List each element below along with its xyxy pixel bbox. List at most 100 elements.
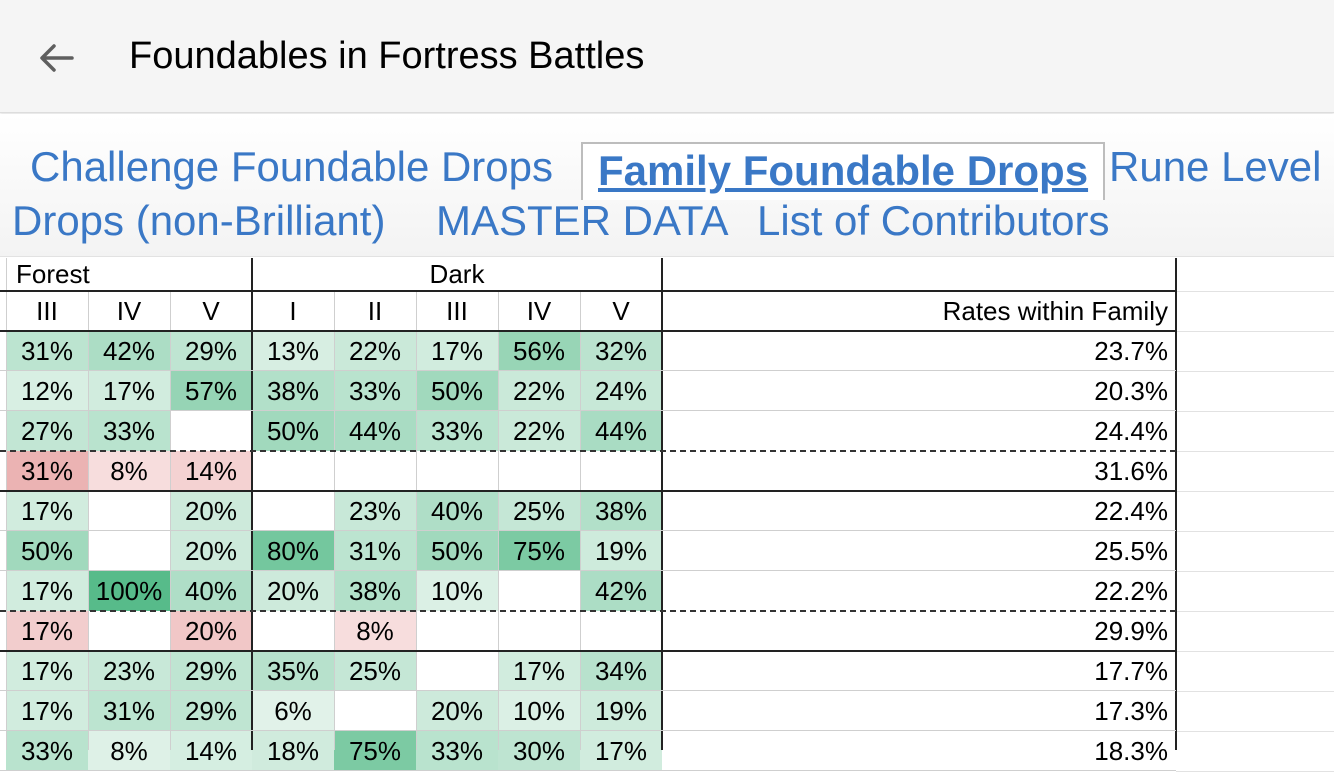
tab-master-data[interactable]: MASTER DATA <box>436 197 729 244</box>
table-cell[interactable]: 50% <box>416 371 498 411</box>
table-cell[interactable]: 22% <box>498 371 580 411</box>
table-cell[interactable] <box>416 611 498 651</box>
table-cell[interactable]: 33% <box>416 731 498 771</box>
tab-rune-level[interactable]: Rune Level <box>1109 143 1322 190</box>
table-cell[interactable] <box>580 451 662 491</box>
table-cell[interactable] <box>88 611 170 651</box>
table-cell[interactable]: 42% <box>88 331 170 371</box>
table-cell[interactable]: 42% <box>580 571 662 611</box>
column-header[interactable]: III <box>446 295 468 326</box>
table-cell[interactable]: 23% <box>88 651 170 691</box>
table-cell[interactable]: 17% <box>6 651 88 691</box>
rates-header[interactable]: Rates within Family <box>942 295 1168 326</box>
table-cell[interactable]: 19% <box>580 531 662 571</box>
rate-cell[interactable]: 23.7% <box>1094 335 1168 366</box>
table-cell[interactable]: 38% <box>252 371 334 411</box>
table-cell[interactable]: 44% <box>580 411 662 451</box>
table-cell[interactable]: 17% <box>6 611 88 651</box>
table-cell[interactable] <box>252 451 334 491</box>
table-cell[interactable]: 100% <box>88 571 170 611</box>
table-cell[interactable]: 12% <box>6 371 88 411</box>
table-cell[interactable]: 8% <box>88 731 170 771</box>
table-cell[interactable]: 29% <box>170 651 252 691</box>
column-header[interactable]: IV <box>116 295 142 326</box>
table-cell[interactable]: 10% <box>416 571 498 611</box>
table-cell[interactable]: 44% <box>334 411 416 451</box>
table-cell[interactable] <box>88 531 170 571</box>
table-cell[interactable]: 40% <box>416 491 498 531</box>
table-cell[interactable]: 8% <box>334 611 416 651</box>
table-cell[interactable]: 8% <box>88 451 170 491</box>
table-cell[interactable] <box>498 451 580 491</box>
rate-cell[interactable]: 17.3% <box>1094 695 1168 726</box>
table-cell[interactable] <box>170 411 252 451</box>
table-cell[interactable]: 50% <box>6 531 88 571</box>
table-cell[interactable]: 17% <box>6 491 88 531</box>
table-cell[interactable]: 20% <box>170 491 252 531</box>
rate-cell[interactable]: 24.4% <box>1094 415 1168 446</box>
table-cell[interactable]: 75% <box>498 531 580 571</box>
table-cell[interactable]: 33% <box>88 411 170 451</box>
table-cell[interactable]: 23% <box>334 491 416 531</box>
table-cell[interactable] <box>334 691 416 731</box>
table-cell[interactable]: 31% <box>6 451 88 491</box>
column-header[interactable]: I <box>289 295 297 326</box>
table-cell[interactable]: 17% <box>498 651 580 691</box>
table-cell[interactable]: 33% <box>6 731 88 771</box>
table-cell[interactable] <box>498 571 580 611</box>
column-header[interactable]: IV <box>526 295 552 326</box>
table-cell[interactable] <box>416 451 498 491</box>
table-cell[interactable]: 38% <box>580 491 662 531</box>
table-cell[interactable] <box>88 491 170 531</box>
table-cell[interactable]: 29% <box>170 691 252 731</box>
table-cell[interactable]: 75% <box>334 731 416 771</box>
group-header-empty[interactable] <box>662 258 1176 291</box>
table-cell[interactable]: 50% <box>416 531 498 571</box>
table-cell[interactable]: 17% <box>6 691 88 731</box>
table-cell[interactable]: 17% <box>580 731 662 771</box>
table-cell[interactable]: 33% <box>334 371 416 411</box>
table-cell[interactable]: 20% <box>170 611 252 651</box>
table-cell[interactable]: 20% <box>252 571 334 611</box>
table-cell[interactable]: 32% <box>580 331 662 371</box>
table-cell[interactable]: 22% <box>498 411 580 451</box>
column-header[interactable]: III <box>36 295 58 326</box>
tab-challenge-foundable-drops[interactable]: Challenge Foundable Drops <box>30 143 554 190</box>
rate-cell[interactable]: 22.4% <box>1094 495 1168 526</box>
group-header-dark[interactable]: Dark <box>429 259 485 289</box>
table-cell[interactable]: 13% <box>252 331 334 371</box>
table-cell[interactable]: 14% <box>170 451 252 491</box>
table-cell[interactable]: 38% <box>334 571 416 611</box>
table-cell[interactable]: 22% <box>334 331 416 371</box>
table-cell[interactable]: 56% <box>498 331 580 371</box>
rate-cell[interactable]: 20.3% <box>1094 375 1168 406</box>
tab-rune-level-continued[interactable]: Drops (non-Brilliant) <box>12 197 386 244</box>
table-cell[interactable]: 31% <box>334 531 416 571</box>
group-header-forest[interactable]: Forest <box>16 259 90 289</box>
table-cell[interactable]: 34% <box>580 651 662 691</box>
table-cell[interactable] <box>416 651 498 691</box>
table-cell[interactable]: 17% <box>416 331 498 371</box>
table-cell[interactable] <box>252 491 334 531</box>
table-cell[interactable]: 27% <box>6 411 88 451</box>
table-cell[interactable]: 17% <box>88 371 170 411</box>
table-cell[interactable]: 6% <box>252 691 334 731</box>
table-cell[interactable]: 19% <box>580 691 662 731</box>
table-cell[interactable] <box>252 611 334 651</box>
rate-cell[interactable]: 31.6% <box>1094 455 1168 486</box>
column-header[interactable]: V <box>612 295 630 326</box>
table-cell[interactable]: 80% <box>252 531 334 571</box>
column-header[interactable]: II <box>367 295 383 326</box>
table-cell[interactable]: 33% <box>416 411 498 451</box>
table-cell[interactable]: 35% <box>252 651 334 691</box>
rate-cell[interactable]: 29.9% <box>1094 615 1168 646</box>
table-cell[interactable]: 31% <box>88 691 170 731</box>
table-cell[interactable]: 31% <box>6 331 88 371</box>
rate-cell[interactable]: 25.5% <box>1094 535 1168 566</box>
table-cell[interactable]: 17% <box>6 571 88 611</box>
table-cell[interactable]: 24% <box>580 371 662 411</box>
table-cell[interactable]: 14% <box>170 731 252 771</box>
table-cell[interactable] <box>580 611 662 651</box>
arrow-left-icon[interactable] <box>36 38 76 78</box>
tab-list-of-contributors[interactable]: List of Contributors <box>757 197 1110 244</box>
